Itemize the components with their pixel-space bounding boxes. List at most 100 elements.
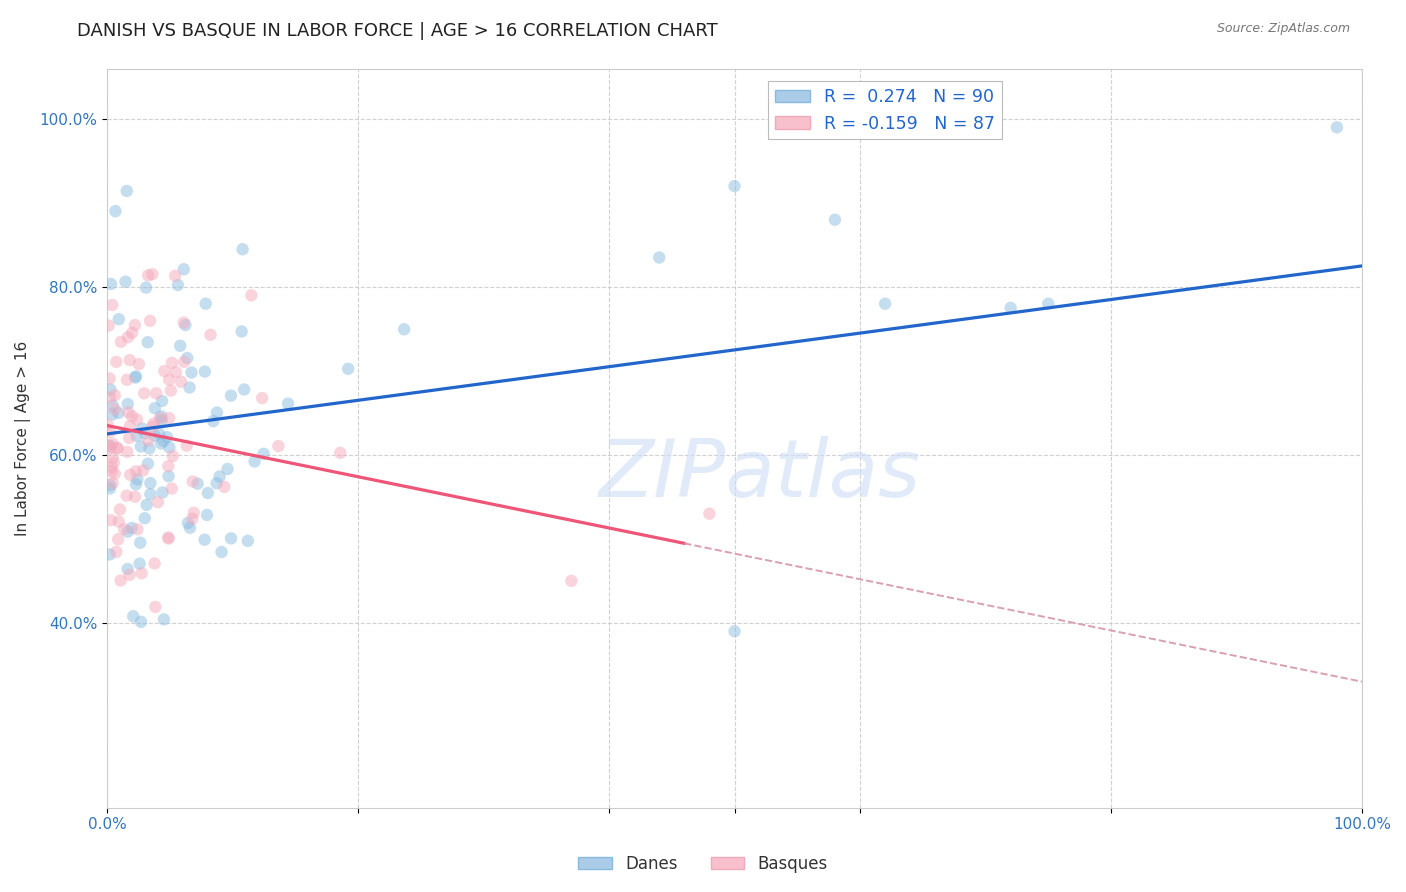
Point [117,397,139,411]
Point [194,296,217,310]
Point [139,487,162,501]
Point [194,365,217,379]
Point [150,409,173,424]
Point [125,464,148,478]
Point [110,334,132,349]
Point [181,475,204,489]
Point [101,408,124,422]
Point [101,450,124,465]
Point [202,414,225,428]
Point [169,339,191,353]
Point [124,490,146,504]
Point [723,624,745,639]
Point [107,406,129,420]
Point [105,355,128,369]
Point [195,508,218,522]
Legend: R =  0.274   N = 90, R = -0.159   N = 87: R = 0.274 N = 90, R = -0.159 N = 87 [769,81,1002,139]
Point [104,402,127,417]
Point [157,459,180,474]
Point [156,430,179,444]
Point [699,507,721,521]
Point [100,464,122,478]
Point [214,480,236,494]
Point [121,521,143,535]
Point [121,409,143,424]
Point [117,524,139,539]
Point [127,412,149,426]
Point [219,532,242,546]
Point [152,485,174,500]
Point [148,426,170,441]
Point [98,371,121,385]
Point [114,275,136,289]
Point [120,467,142,482]
Point [146,495,169,509]
Point [125,429,148,443]
Point [211,545,233,559]
Point [143,557,166,571]
Point [136,457,159,471]
Point [217,462,239,476]
Point [174,318,197,332]
Point [100,277,122,291]
Point [875,296,897,310]
Point [194,533,217,547]
Point [121,326,143,340]
Point [108,312,131,326]
Point [118,353,141,368]
Point [1000,301,1022,315]
Point [107,515,129,529]
Point [101,298,124,312]
Point [98,548,121,562]
Point [108,502,131,516]
Point [824,212,846,227]
Point [117,405,139,419]
Point [143,401,166,416]
Point [104,204,127,219]
Point [129,440,152,454]
Point [134,426,156,441]
Point [277,396,299,410]
Point [176,351,198,365]
Point [179,521,201,535]
Legend: Danes, Basques: Danes, Basques [572,848,834,880]
Point [128,357,150,371]
Point [129,615,152,629]
Point [136,268,159,283]
Point [112,522,135,536]
Point [648,251,671,265]
Point [153,364,176,378]
Point [219,389,242,403]
Point [233,383,256,397]
Point [107,533,129,547]
Point [187,476,209,491]
Point [329,446,352,460]
Point [103,456,125,470]
Point [183,506,205,520]
Point [165,365,187,379]
Point [180,366,202,380]
Point [231,325,253,339]
Point [157,373,180,387]
Point [150,394,173,409]
Point [173,316,195,330]
Point [97,318,120,333]
Point [181,512,204,526]
Point [105,545,128,559]
Point [240,288,263,302]
Point [153,612,176,626]
Point [101,476,124,491]
Point [560,574,582,588]
Point [723,179,745,194]
Point [162,449,184,463]
Point [97,438,120,452]
Point [392,322,415,336]
Point [134,511,156,525]
Point [205,405,228,419]
Point [157,532,180,546]
Point [115,373,138,387]
Point [98,439,121,453]
Point [176,439,198,453]
Point [157,411,180,425]
Point [97,417,120,432]
